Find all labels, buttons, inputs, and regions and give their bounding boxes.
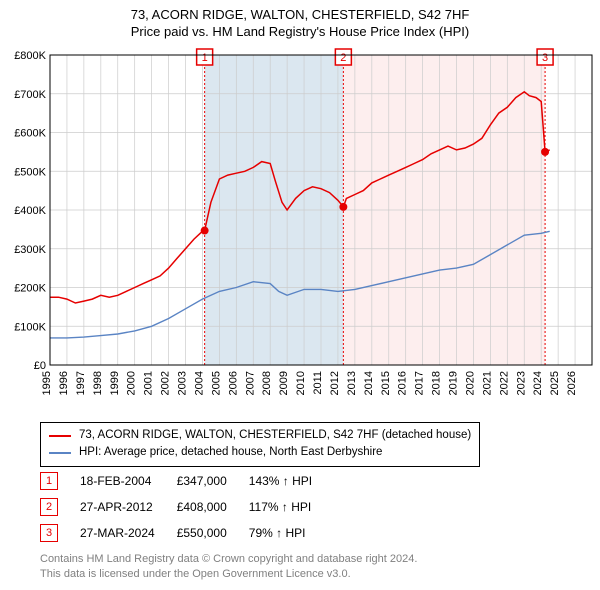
event-price-1: £347,000: [177, 468, 249, 494]
event-badge-3: 3: [40, 524, 58, 542]
svg-text:2011: 2011: [312, 371, 324, 395]
event-row-3: 3 27-MAR-2024 £550,000 79% ↑ HPI: [40, 520, 334, 546]
svg-text:2018: 2018: [431, 371, 443, 395]
svg-text:2006: 2006: [227, 371, 239, 395]
event-price-2: £408,000: [177, 494, 249, 520]
event-badge-2: 2: [40, 498, 58, 516]
event-row-2: 2 27-APR-2012 £408,000 117% ↑ HPI: [40, 494, 334, 520]
svg-text:2017: 2017: [414, 371, 426, 395]
legend-label-1: HPI: Average price, detached house, Nort…: [79, 444, 382, 461]
svg-text:2001: 2001: [143, 371, 155, 395]
svg-text:2023: 2023: [515, 371, 527, 395]
chart-title-line1: 73, ACORN RIDGE, WALTON, CHESTERFIELD, S…: [0, 0, 600, 24]
svg-text:2016: 2016: [397, 371, 409, 395]
event-date-1: 18-FEB-2004: [80, 468, 177, 494]
svg-text:£500K: £500K: [14, 166, 46, 178]
svg-text:2024: 2024: [532, 371, 544, 395]
svg-text:2026: 2026: [566, 371, 578, 395]
svg-text:2013: 2013: [346, 371, 358, 395]
svg-text:1997: 1997: [75, 371, 87, 395]
svg-text:2000: 2000: [126, 371, 138, 395]
event-pct-2: 117% ↑ HPI: [249, 494, 334, 520]
svg-text:2005: 2005: [210, 371, 222, 395]
svg-text:2015: 2015: [380, 371, 392, 395]
legend-box: 73, ACORN RIDGE, WALTON, CHESTERFIELD, S…: [40, 422, 480, 467]
events-table: 1 18-FEB-2004 £347,000 143% ↑ HPI 2 27-A…: [40, 468, 334, 546]
svg-text:£800K: £800K: [14, 50, 46, 62]
footer-line-1: Contains HM Land Registry data © Crown c…: [40, 552, 417, 567]
svg-text:£600K: £600K: [14, 128, 46, 140]
svg-text:2014: 2014: [363, 371, 375, 395]
svg-text:1: 1: [202, 52, 208, 64]
svg-text:£700K: £700K: [14, 89, 46, 101]
svg-text:1998: 1998: [92, 371, 104, 395]
event-row-1: 1 18-FEB-2004 £347,000 143% ↑ HPI: [40, 468, 334, 494]
svg-text:£0: £0: [34, 360, 46, 372]
svg-text:2004: 2004: [193, 371, 205, 395]
chart-area: 1 2 3 £0 £100K £200K £300K £400K £500K £600K £700K…: [0, 45, 600, 415]
svg-text:2025: 2025: [549, 371, 561, 395]
svg-text:2008: 2008: [261, 371, 273, 395]
chart-title-line2: Price paid vs. HM Land Registry's House …: [0, 24, 600, 39]
svg-text:2020: 2020: [464, 371, 476, 395]
event-pct-1: 143% ↑ HPI: [249, 468, 334, 494]
svg-text:1996: 1996: [58, 371, 70, 395]
svg-text:2019: 2019: [448, 371, 460, 395]
svg-text:£300K: £300K: [14, 244, 46, 256]
footer-line-2: This data is licensed under the Open Gov…: [40, 567, 417, 582]
event-price-3: £550,000: [177, 520, 249, 546]
svg-text:2010: 2010: [295, 371, 307, 395]
legend-item-1: HPI: Average price, detached house, Nort…: [49, 444, 471, 461]
legend-swatch-0: [49, 435, 71, 437]
svg-text:2002: 2002: [160, 371, 172, 395]
legend-item-0: 73, ACORN RIDGE, WALTON, CHESTERFIELD, S…: [49, 427, 471, 444]
svg-text:£100K: £100K: [14, 321, 46, 333]
event-pct-3: 79% ↑ HPI: [249, 520, 334, 546]
footer-text: Contains HM Land Registry data © Crown c…: [40, 552, 417, 582]
event-badge-1: 1: [40, 472, 58, 490]
svg-text:2007: 2007: [244, 371, 256, 395]
svg-text:1999: 1999: [109, 371, 121, 395]
svg-text:2: 2: [340, 52, 346, 64]
svg-text:2021: 2021: [481, 371, 493, 395]
legend-swatch-1: [49, 452, 71, 454]
legend-label-0: 73, ACORN RIDGE, WALTON, CHESTERFIELD, S…: [79, 427, 471, 444]
svg-text:2003: 2003: [177, 371, 189, 395]
event-date-2: 27-APR-2012: [80, 494, 177, 520]
svg-text:£400K: £400K: [14, 205, 46, 217]
svg-text:3: 3: [542, 52, 548, 64]
event-date-3: 27-MAR-2024: [80, 520, 177, 546]
svg-text:2009: 2009: [278, 371, 290, 395]
svg-text:1995: 1995: [41, 371, 53, 395]
svg-text:2012: 2012: [329, 371, 341, 395]
svg-text:2022: 2022: [498, 371, 510, 395]
svg-text:£200K: £200K: [14, 283, 46, 295]
